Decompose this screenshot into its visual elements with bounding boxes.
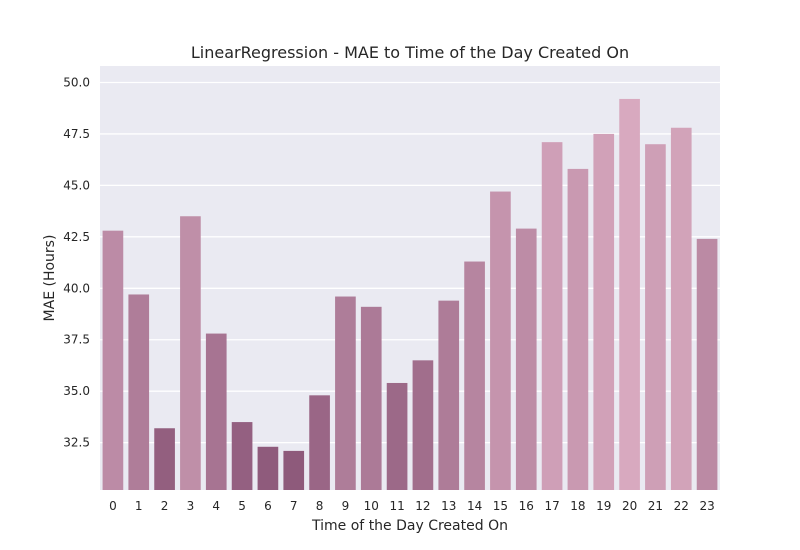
y-tick-label: 40.0 [63,281,90,295]
x-tick-label: 0 [109,499,117,513]
bar-hour-15 [490,191,511,490]
bar-hour-3 [180,216,201,490]
x-tick-label: 2 [161,499,169,513]
bar-hour-2 [154,428,175,490]
bar-hour-20 [619,98,640,490]
x-tick-label: 12 [415,499,430,513]
x-tick-label: 9 [342,499,350,513]
bar-hour-17 [541,142,563,490]
x-tick-labels: 0 1 2 3 4 5 6 7 8 9 10 11 12 13 14 15 16 17 18 19 20 21 22 23 [109,499,715,513]
x-axis-label: Time of the Day Created On [311,518,508,534]
y-tick-label: 47.5 [63,127,90,141]
bar-hour-23 [696,238,718,490]
bar-hour-9 [335,296,356,490]
y-tick-label: 45.0 [63,178,90,192]
y-tick-label: 50.0 [63,75,90,89]
bar-hour-22 [670,127,692,491]
x-tick-label: 14 [467,499,482,513]
bar-hour-8 [309,395,330,490]
x-tick-label: 1 [135,499,143,513]
bar-hour-0 [102,230,124,490]
x-tick-label: 21 [648,499,663,513]
x-tick-label: 20 [622,499,637,513]
x-tick-label: 3 [187,499,195,513]
bar-hour-5 [231,422,253,490]
x-tick-label: 5 [238,499,246,513]
bar-hour-6 [257,446,279,490]
x-tick-label: 6 [264,499,272,513]
x-tick-label: 11 [389,499,404,513]
chart-title: LinearRegression - MAE to Time of the Da… [191,43,629,62]
x-tick-label: 8 [316,499,324,513]
y-tick-label: 37.5 [63,333,90,347]
y-tick-label: 32.5 [63,436,90,450]
bar-hour-21 [645,144,666,490]
y-tick-label: 35.0 [63,384,90,398]
bar-hour-13 [438,300,460,490]
y-tick-labels: 32.5 35.0 37.5 40.0 42.5 45.0 47.5 50.0 [63,75,90,449]
x-tick-label: 17 [544,499,559,513]
x-tick-label: 23 [699,499,714,513]
bar-hour-19 [593,133,615,490]
bars [102,98,718,491]
bar-hour-10 [360,306,382,490]
y-axis-label: MAE (Hours) [42,235,58,322]
y-tick-label: 42.5 [63,230,90,244]
bar-hour-4 [205,333,227,490]
x-tick-label: 10 [364,499,379,513]
plot-background [100,66,720,490]
bar-hour-12 [412,360,434,490]
x-tick-label: 4 [212,499,220,513]
x-tick-label: 7 [290,499,298,513]
bar-hour-11 [386,382,408,490]
x-tick-label: 13 [441,499,456,513]
x-tick-label: 18 [570,499,585,513]
grid-lines [100,81,720,444]
x-tick-label: 19 [596,499,611,513]
bar-hour-18 [567,168,589,490]
x-tick-label: 16 [519,499,534,513]
bar-hour-14 [464,261,485,490]
bar-hour-7 [283,450,305,490]
x-tick-label: 22 [674,499,689,513]
bar-hour-16 [515,228,537,491]
x-tick-label: 15 [493,499,508,513]
bar-hour-1 [128,294,150,490]
